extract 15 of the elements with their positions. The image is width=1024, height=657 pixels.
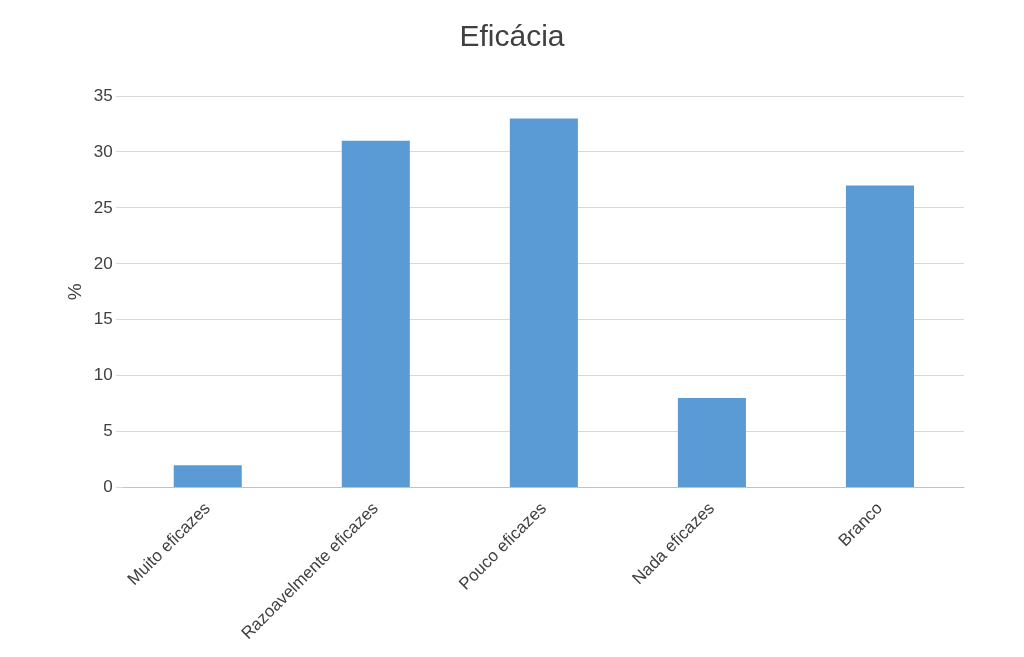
y-tick-label: 15: [93, 309, 113, 329]
y-tick-label: 35: [93, 85, 113, 105]
y-tick-label: 0: [103, 477, 113, 497]
bar: [845, 185, 914, 488]
chart-title: Eficácia: [459, 19, 565, 53]
y-tick-label: 30: [93, 141, 113, 161]
y-tick-label: 5: [103, 421, 113, 441]
bar: [509, 118, 578, 488]
y-tick-label: 25: [93, 197, 113, 217]
y-axis-title: %: [63, 283, 85, 301]
y-tick-label: 20: [93, 253, 113, 273]
y-tick-label: 10: [93, 365, 113, 385]
bar: [173, 465, 242, 488]
bar: [341, 140, 410, 488]
bar: [677, 398, 746, 488]
